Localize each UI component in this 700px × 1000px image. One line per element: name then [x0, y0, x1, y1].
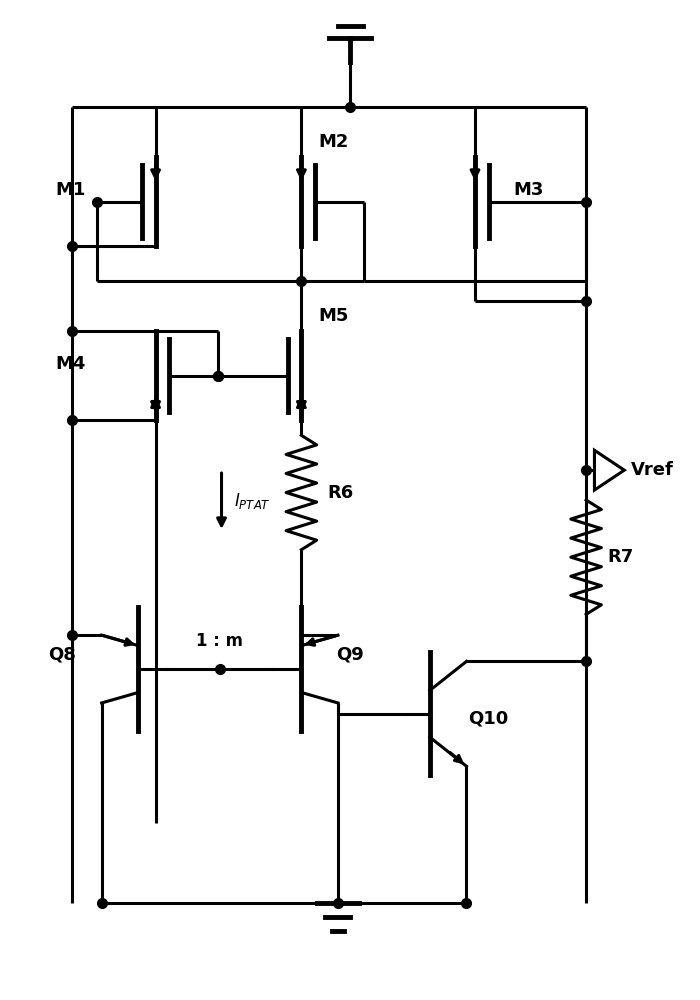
- Text: M4: M4: [56, 355, 86, 373]
- Text: M5: M5: [318, 307, 349, 325]
- Text: Vref: Vref: [631, 461, 674, 479]
- Text: R7: R7: [607, 548, 634, 566]
- Text: $I_{PTAT}$: $I_{PTAT}$: [234, 491, 271, 511]
- Text: Q10: Q10: [468, 710, 508, 728]
- Text: M3: M3: [513, 181, 544, 199]
- Text: Q9: Q9: [336, 645, 364, 663]
- Text: M1: M1: [56, 181, 86, 199]
- Text: 1 : m: 1 : m: [196, 632, 244, 650]
- Text: R6: R6: [328, 484, 354, 502]
- Text: M2: M2: [318, 133, 349, 151]
- Text: Q8: Q8: [48, 645, 76, 663]
